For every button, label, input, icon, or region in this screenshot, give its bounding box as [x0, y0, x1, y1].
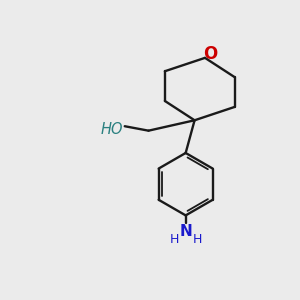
Text: O: O	[203, 45, 218, 63]
Text: N: N	[179, 224, 192, 239]
Text: H: H	[192, 233, 202, 246]
Text: H: H	[170, 233, 179, 246]
Text: HO: HO	[100, 122, 123, 137]
